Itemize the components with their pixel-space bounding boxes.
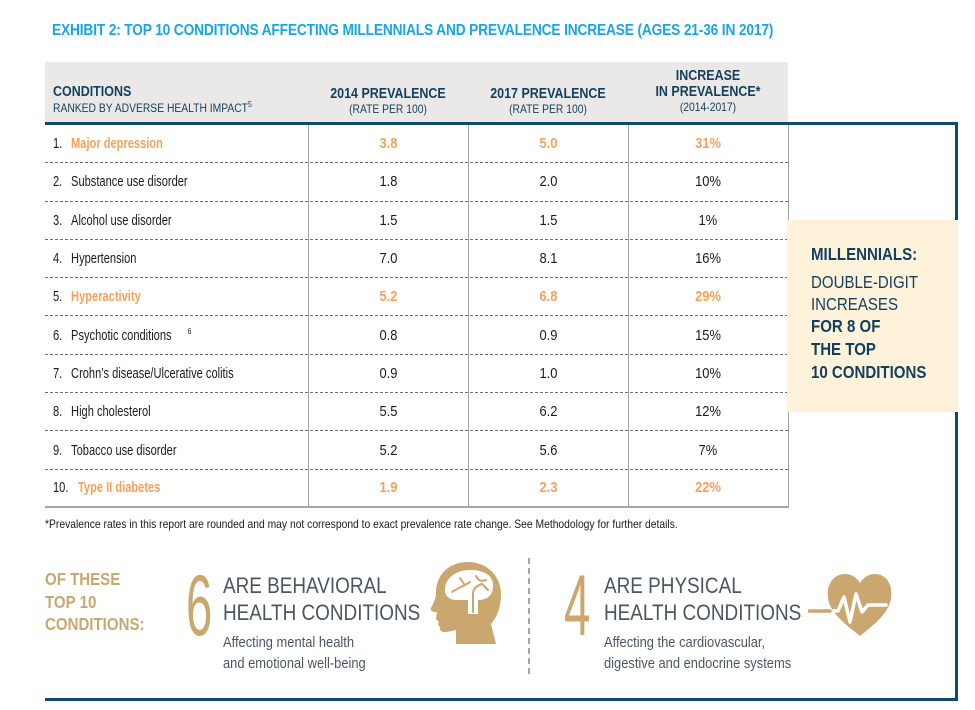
- exhibit-title: EXHIBIT 2: TOP 10 CONDITIONS AFFECTING M…: [52, 22, 774, 39]
- condition-name-cell: 8. High cholesterol: [53, 393, 313, 430]
- table-row: 7. Crohn’s disease/Ulcerative colitis 0.9…: [45, 355, 788, 394]
- condition-rank: 9.: [53, 441, 63, 459]
- table-row: 10. Type II diabetes 1.9 2.3 22%: [45, 470, 788, 508]
- condition-name: Substance use disorder: [70, 173, 188, 191]
- condition-rank: 10.: [53, 479, 69, 497]
- condition-name-cell: 7. Crohn’s disease/Ulcerative colitis: [53, 355, 313, 392]
- condition-name-cell: 10. Type II diabetes: [53, 470, 313, 506]
- prevalence-2017-cell: 5.0: [539, 135, 557, 153]
- condition-rank: 1.: [53, 135, 63, 153]
- condition-name: Alcohol use disorder: [70, 211, 172, 229]
- column-divider: [468, 125, 469, 508]
- prevalence-2014-cell: 3.8: [379, 135, 397, 153]
- increase-cell: 7%: [698, 441, 718, 459]
- prevalence-2017-cell: 1.0: [539, 364, 557, 382]
- prevalence-2017-cell: 6.8: [539, 288, 557, 306]
- condition-rank: 3.: [53, 211, 63, 229]
- condition-name: Type II diabetes: [77, 479, 161, 497]
- condition-rank: 2.: [53, 173, 63, 191]
- column-divider: [628, 125, 629, 508]
- condition-name: Hyperactivity: [70, 288, 141, 306]
- header-2014-prevalence: 2014 PREVALENCE (RATE PER 100): [330, 86, 446, 116]
- prevalence-2014-cell: 7.0: [379, 250, 397, 268]
- prevalence-2017-cell: 5.6: [539, 441, 557, 459]
- physical-description: Affecting the cardiovascular, digestive …: [604, 634, 792, 672]
- prevalence-2017-cell: 1.5: [539, 211, 557, 229]
- condition-name-cell: 1. Major depression: [53, 125, 313, 162]
- millennials-callout: MILLENNIALS: DOUBLE-DIGIT INCREASES FOR …: [787, 220, 958, 412]
- condition-name: Tobacco use disorder: [70, 441, 177, 459]
- condition-name-cell: 6. Psychotic conditions 6: [53, 316, 313, 353]
- table-row: 6. Psychotic conditions 6 0.8 0.9 15%: [45, 316, 788, 355]
- prevalence-2014-cell: 1.5: [379, 211, 397, 229]
- summary-intro: OF THESE TOP 10 CONDITIONS:: [45, 569, 145, 634]
- increase-cell: 29%: [695, 288, 721, 306]
- condition-rank: 7.: [53, 364, 63, 382]
- condition-rank: 5.: [53, 288, 63, 306]
- header-conditions-subtitle: RANKED BY ADVERSE HEALTH IMPACT5: [53, 100, 252, 115]
- prevalence-2014-cell: 5.2: [379, 441, 397, 459]
- condition-name-cell: 5. Hyperactivity: [53, 278, 313, 315]
- condition-name: Major depression: [70, 135, 163, 153]
- callout-label: MILLENNIALS:: [811, 244, 918, 264]
- increase-cell: 16%: [695, 250, 721, 268]
- behavioral-heading: ARE BEHAVIORAL HEALTH CONDITIONS: [223, 573, 421, 625]
- condition-name: Psychotic conditions: [70, 326, 172, 344]
- table-row: 8. High cholesterol 5.5 6.2 12%: [45, 393, 788, 432]
- header-conditions-title: CONDITIONS: [53, 84, 132, 100]
- conditions-table-body: 1. Major depression 3.8 5.0 31% 2. Substance…: [45, 125, 788, 508]
- prevalence-2017-cell: 6.2: [539, 403, 557, 421]
- condition-name: Hypertension: [70, 250, 137, 268]
- frame-bottom-rule: [45, 698, 958, 701]
- prevalence-2014-cell: 5.5: [379, 403, 397, 421]
- prevalence-2014-cell: 1.9: [379, 479, 397, 497]
- condition-rank: 8.: [53, 403, 63, 421]
- table-row: 4. Hypertension 7.0 8.1 16%: [45, 240, 788, 279]
- table-row: 9. Tobacco use disorder 5.2 5.6 7%: [45, 431, 788, 470]
- prevalence-2017-cell: 2.3: [539, 479, 557, 497]
- condition-rank: 4.: [53, 250, 63, 268]
- prevalence-2014-cell: 5.2: [379, 288, 397, 306]
- table-row: 1. Major depression 3.8 5.0 31%: [45, 125, 788, 164]
- increase-cell: 12%: [695, 403, 721, 421]
- prevalence-2014-cell: 0.9: [379, 364, 397, 382]
- header-conditions: CONDITIONS RANKED BY ADVERSE HEALTH IMPA…: [53, 84, 284, 145]
- prevalence-2014-cell: 0.8: [379, 326, 397, 344]
- behavioral-description: Affecting mental health and emotional we…: [223, 634, 366, 672]
- behavioral-count: 6: [186, 558, 213, 654]
- physical-heading: ARE PHYSICAL HEALTH CONDITIONS: [604, 573, 802, 625]
- table-top-rule: [45, 122, 958, 125]
- prevalence-2017-cell: 8.1: [539, 250, 557, 268]
- condition-name-cell: 4. Hypertension: [53, 240, 313, 277]
- table-row: 2. Substance use disorder 1.8 2.0 10%: [45, 163, 788, 202]
- prevalence-2017-cell: 0.9: [539, 326, 557, 344]
- condition-name-cell: 3. Alcohol use disorder: [53, 202, 313, 239]
- table-row: 5. Hyperactivity 5.2 6.8 29%: [45, 278, 788, 317]
- condition-name: High cholesterol: [70, 403, 151, 421]
- increase-cell: 22%: [695, 479, 721, 497]
- footnote: *Prevalence rates in this report are rou…: [45, 517, 678, 531]
- footnote-ref: 6: [187, 326, 192, 336]
- condition-name-cell: 9. Tobacco use disorder: [53, 431, 313, 468]
- condition-name: Crohn’s disease/Ulcerative colitis: [70, 364, 234, 382]
- header-2017-prevalence: 2017 PREVALENCE (RATE PER 100): [490, 86, 606, 116]
- heart-pulse-icon: [808, 574, 892, 636]
- brain-head-icon: [430, 562, 501, 644]
- physical-count: 4: [564, 558, 591, 654]
- increase-cell: 1%: [698, 211, 718, 229]
- prevalence-2017-cell: 2.0: [539, 173, 557, 191]
- condition-name-cell: 2. Substance use disorder: [53, 163, 313, 200]
- header-increase: INCREASE IN PREVALENCE* (2014-2017): [655, 68, 761, 114]
- increase-cell: 15%: [695, 326, 721, 344]
- summary-divider: [528, 558, 530, 674]
- table-row: 3. Alcohol use disorder 1.5 1.5 1%: [45, 202, 788, 240]
- condition-rank: 6.: [53, 326, 63, 344]
- increase-cell: 10%: [695, 173, 721, 191]
- column-divider: [308, 125, 309, 508]
- increase-cell: 10%: [695, 364, 721, 382]
- increase-cell: 31%: [695, 135, 721, 153]
- prevalence-2014-cell: 1.8: [379, 173, 397, 191]
- table-header: CONDITIONS RANKED BY ADVERSE HEALTH IMPA…: [45, 62, 788, 123]
